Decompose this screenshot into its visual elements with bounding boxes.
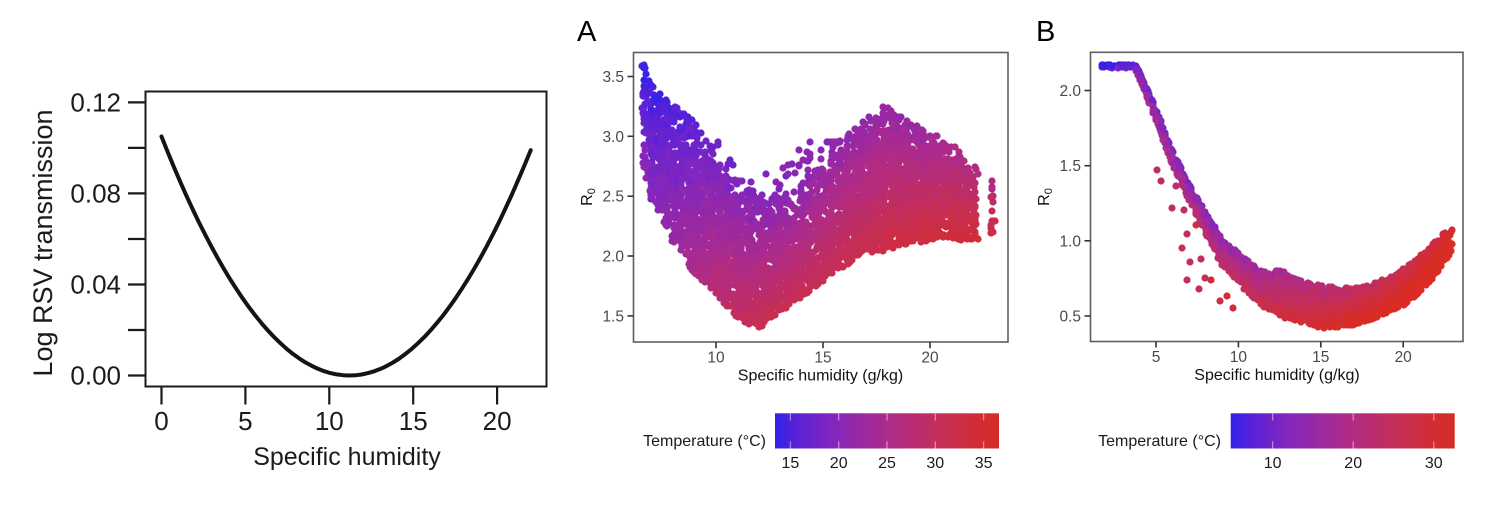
- svg-text:0.08: 0.08: [70, 178, 121, 208]
- svg-text:Log RSV transmission: Log RSV transmission: [28, 109, 58, 376]
- svg-text:0.04: 0.04: [70, 270, 121, 300]
- svg-text:25: 25: [878, 455, 896, 472]
- svg-text:Specific humidity (g/kg): Specific humidity (g/kg): [738, 368, 903, 385]
- svg-text:0.12: 0.12: [70, 87, 121, 117]
- svg-text:3.5: 3.5: [602, 69, 624, 86]
- svg-text:5: 5: [238, 406, 252, 436]
- svg-text:35: 35: [975, 455, 993, 472]
- svg-text:B: B: [1036, 16, 1055, 48]
- svg-text:0.00: 0.00: [70, 361, 121, 391]
- svg-text:20: 20: [921, 350, 939, 367]
- svg-text:15: 15: [814, 350, 831, 367]
- svg-text:10: 10: [707, 350, 725, 367]
- svg-text:15: 15: [782, 455, 800, 472]
- svg-text:3.0: 3.0: [602, 129, 624, 146]
- svg-text:1.5: 1.5: [602, 308, 624, 325]
- svg-text:30: 30: [926, 455, 944, 472]
- svg-text:0: 0: [154, 406, 168, 436]
- svg-text:20: 20: [483, 406, 512, 436]
- svg-text:2.0: 2.0: [602, 249, 624, 266]
- svg-text:2.5: 2.5: [602, 189, 624, 206]
- svg-text:Temperature (°C): Temperature (°C): [643, 433, 766, 450]
- svg-text:10: 10: [315, 406, 344, 436]
- svg-text:Specific humidity: Specific humidity: [253, 443, 441, 471]
- svg-text:15: 15: [399, 406, 428, 436]
- svg-text:20: 20: [830, 455, 848, 472]
- svg-text:A: A: [577, 16, 597, 48]
